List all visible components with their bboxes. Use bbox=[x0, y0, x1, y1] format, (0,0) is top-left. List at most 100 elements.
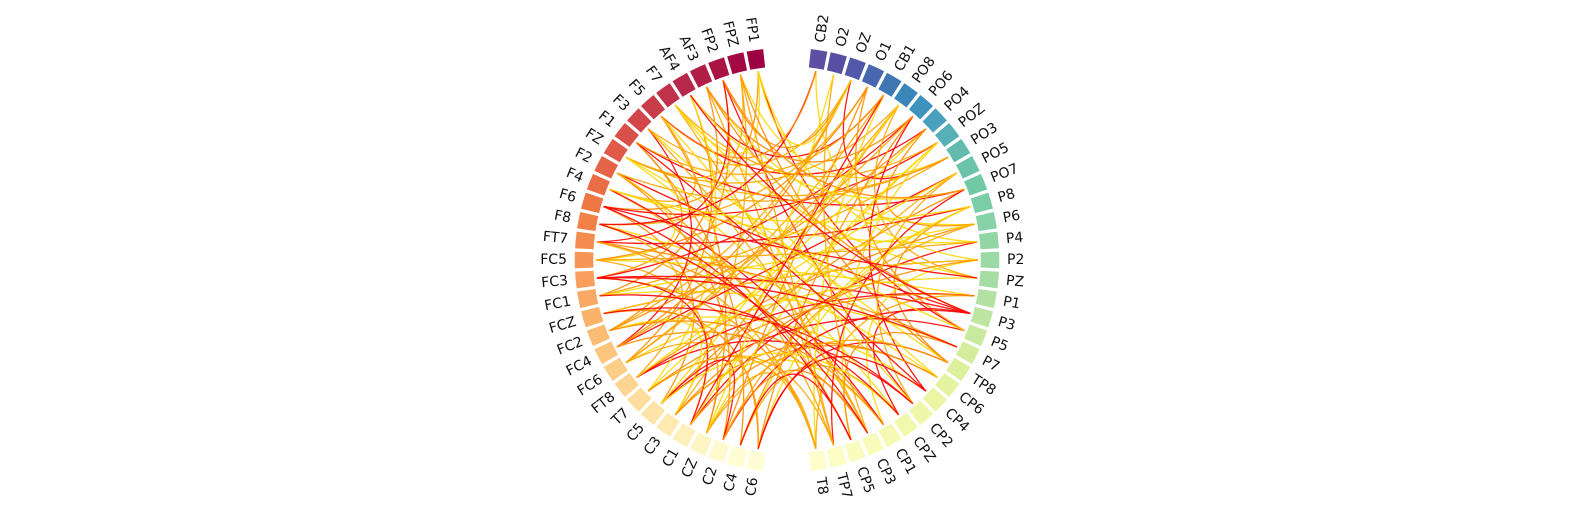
label-fc1: FC1 bbox=[543, 294, 572, 315]
link-c5-cpz bbox=[660, 352, 900, 416]
link-fc5-p1 bbox=[595, 259, 975, 297]
link-fz-p5 bbox=[625, 156, 965, 332]
link-fp2-oz bbox=[722, 79, 852, 149]
segment-c1 bbox=[670, 421, 698, 450]
link-fc3-c1 bbox=[596, 277, 709, 426]
link-f1-cb1 bbox=[636, 94, 885, 176]
link-c2-p3 bbox=[722, 309, 971, 441]
link-c6-po6 bbox=[757, 115, 914, 449]
link-f5-cz bbox=[660, 115, 727, 434]
label-cb2: CB2 bbox=[812, 13, 832, 43]
label-c1: C1 bbox=[659, 446, 682, 470]
segment-af3 bbox=[687, 62, 715, 90]
link-f3-fc4 bbox=[616, 128, 693, 348]
segment-fc3 bbox=[573, 269, 597, 291]
segment-f7 bbox=[654, 81, 682, 110]
segment-po3 bbox=[944, 136, 973, 165]
segment-cz bbox=[687, 430, 715, 458]
segment-f5 bbox=[638, 92, 668, 122]
segment-fp1 bbox=[744, 47, 767, 72]
label-fc2: FC2 bbox=[555, 334, 586, 359]
label-p6: P6 bbox=[1002, 207, 1022, 226]
label-fz: FZ bbox=[582, 125, 605, 148]
link-fz-po8 bbox=[625, 104, 900, 184]
segment-f4 bbox=[584, 171, 612, 198]
link-f8-cp6 bbox=[599, 223, 938, 378]
link-c4-cp5 bbox=[739, 373, 852, 446]
segment-p3 bbox=[968, 305, 995, 330]
segment-fp2 bbox=[706, 55, 732, 83]
link-cz-o2 bbox=[705, 74, 835, 434]
label-cz: CZ bbox=[679, 456, 702, 480]
label-po7: PO7 bbox=[988, 161, 1020, 186]
link-fc3-po6 bbox=[596, 115, 914, 279]
segment-t7 bbox=[624, 385, 654, 414]
segment-fz bbox=[601, 136, 630, 165]
segment-t8 bbox=[807, 448, 830, 473]
label-p2: P2 bbox=[1007, 252, 1024, 268]
link-c1-poz bbox=[689, 142, 939, 426]
segment-p6 bbox=[973, 210, 999, 233]
segment-p7 bbox=[953, 339, 982, 367]
connection-links bbox=[595, 71, 979, 449]
label-fcz: FCZ bbox=[547, 314, 578, 337]
link-fp1-f7 bbox=[674, 71, 760, 155]
label-f6: F6 bbox=[557, 186, 578, 206]
segment-po7 bbox=[962, 171, 990, 198]
segment-oz bbox=[842, 55, 868, 83]
label-fc3: FC3 bbox=[541, 273, 569, 291]
segment-cb1 bbox=[876, 70, 904, 99]
link-t7-p1 bbox=[647, 293, 975, 392]
label-f3: F3 bbox=[609, 92, 632, 115]
label-t8: T8 bbox=[812, 475, 831, 496]
label-f2: F2 bbox=[572, 145, 594, 167]
link-c3-cp6 bbox=[674, 342, 938, 416]
segment-fpz bbox=[725, 50, 749, 76]
link-f1-c4 bbox=[635, 142, 745, 446]
segment-f3 bbox=[624, 106, 654, 135]
segment-cp5 bbox=[842, 437, 868, 465]
label-c2: C2 bbox=[700, 465, 721, 488]
link-c3-p2 bbox=[674, 259, 979, 416]
segment-c4 bbox=[725, 444, 749, 470]
segment-po5 bbox=[953, 153, 982, 181]
segment-cp3 bbox=[859, 430, 887, 458]
link-po4-p6 bbox=[886, 128, 975, 227]
link-p3-cpz bbox=[872, 308, 971, 416]
label-fp1: FP1 bbox=[742, 16, 762, 44]
segment-tp8 bbox=[944, 355, 973, 384]
label-cp3: CP3 bbox=[873, 456, 899, 487]
link-c5-po8 bbox=[660, 104, 900, 405]
segment-af4 bbox=[670, 70, 698, 99]
label-c4: C4 bbox=[721, 471, 741, 493]
segment-ft7 bbox=[573, 229, 597, 251]
link-fp2-po7 bbox=[722, 79, 965, 199]
link-po6-cp4 bbox=[868, 115, 927, 392]
link-fp2-cp2 bbox=[722, 79, 914, 405]
segment-fc6 bbox=[601, 355, 630, 384]
link-c6-p8 bbox=[757, 205, 971, 449]
label-f7: F7 bbox=[642, 63, 665, 86]
segment-fcz bbox=[579, 305, 606, 330]
segment-f8 bbox=[575, 210, 601, 233]
segment-o1 bbox=[859, 62, 887, 90]
segment-fc5 bbox=[573, 250, 595, 270]
link-fc2-cp1 bbox=[609, 320, 885, 426]
segment-p8 bbox=[968, 190, 995, 215]
label-o1: O1 bbox=[873, 39, 896, 64]
label-pz: PZ bbox=[1005, 273, 1024, 291]
segment-po4 bbox=[920, 106, 950, 135]
segment-pz bbox=[977, 269, 1001, 291]
link-fc1-cpz bbox=[599, 294, 900, 416]
segment-poz bbox=[932, 120, 962, 150]
link-fc2-c3 bbox=[609, 319, 703, 416]
label-cp5: CP5 bbox=[853, 465, 877, 496]
segment-ft8 bbox=[612, 370, 642, 400]
link-ft8-cp2 bbox=[636, 340, 914, 405]
segment-cpz bbox=[892, 410, 920, 439]
label-oz: OZ bbox=[853, 31, 875, 56]
link-fcz-p2 bbox=[603, 259, 979, 315]
segment-f2 bbox=[592, 153, 621, 181]
